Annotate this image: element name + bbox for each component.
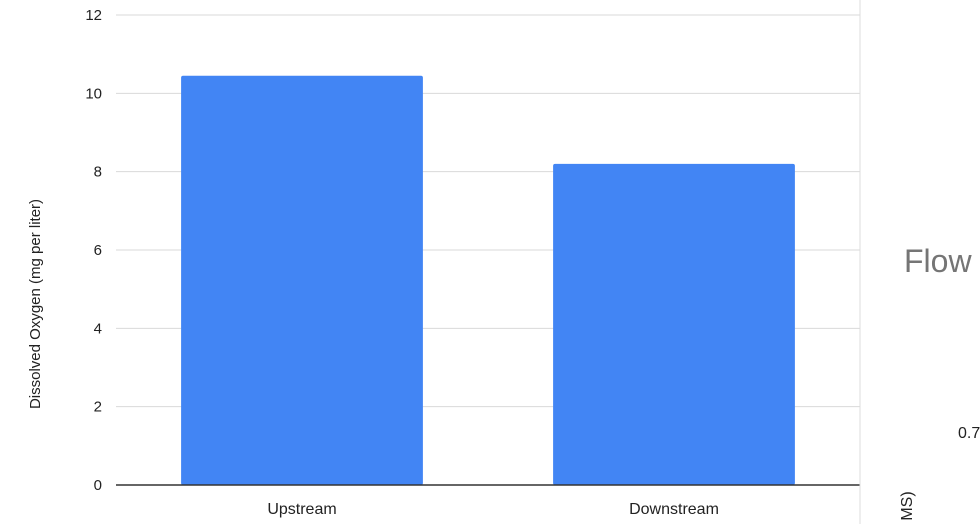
y-tick-label: 2	[94, 399, 102, 416]
y-tick-label: 4	[94, 320, 102, 337]
bars	[181, 75, 795, 486]
bar-upstream	[181, 75, 423, 485]
x-tick-label: Upstream	[267, 501, 336, 518]
x-tick-labels: Upstream Downstream	[267, 501, 719, 518]
y-tick-label: 0	[94, 477, 102, 494]
y-axis-title: Dissolved Oxygen (mg per liter)	[27, 199, 44, 409]
y-tick-label: 6	[94, 242, 102, 259]
overlapping-chart-axis-title: MS)	[899, 491, 916, 520]
y-tick-labels: 0 2 4 6 8 10 12	[85, 7, 102, 494]
y-tick-label: 8	[94, 164, 102, 181]
y-tick-label: 10	[85, 85, 102, 102]
overlapping-chart-panel	[860, 0, 980, 524]
overlapping-chart-tick-label: 0.7	[958, 425, 980, 442]
bar-downstream	[553, 163, 795, 486]
x-tick-label: Downstream	[629, 501, 719, 518]
y-tick-label: 12	[85, 7, 102, 24]
overlapping-chart-title: Flow	[904, 243, 972, 279]
